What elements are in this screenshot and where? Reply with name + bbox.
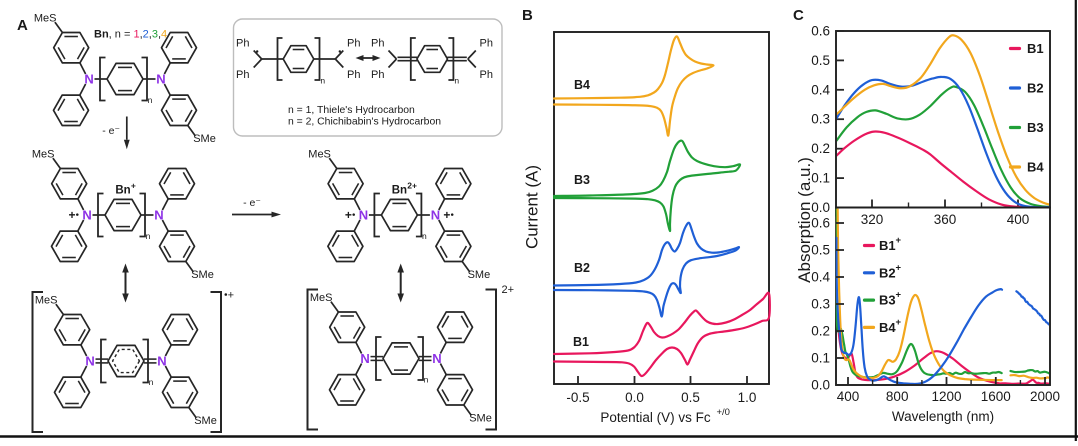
svg-text:Ph: Ph <box>371 69 384 81</box>
svg-text:-0.5: -0.5 <box>566 390 589 405</box>
svg-text:n: n <box>148 95 153 105</box>
svg-text:2+: 2+ <box>407 181 417 191</box>
svg-text:n: n <box>146 231 151 241</box>
svg-text:N: N <box>85 353 94 368</box>
svg-text:Absorption (a.u.): Absorption (a.u.) <box>795 157 814 283</box>
svg-text:C: C <box>793 7 804 24</box>
svg-text:N: N <box>157 353 166 368</box>
svg-text:A: A <box>17 17 28 34</box>
svg-text:Bn: Bn <box>115 185 130 197</box>
svg-text:Ph: Ph <box>236 69 249 81</box>
svg-text:+: + <box>443 208 450 222</box>
svg-text:B3: B3 <box>574 173 590 187</box>
svg-text:+: + <box>896 262 902 273</box>
svg-text:+: + <box>345 208 352 222</box>
svg-text:MeS: MeS <box>32 149 55 161</box>
svg-text:0.5: 0.5 <box>811 53 830 68</box>
svg-text:0.2: 0.2 <box>811 324 830 339</box>
svg-text:SMe: SMe <box>193 133 216 145</box>
svg-text:Wavelength (nm): Wavelength (nm) <box>892 409 994 424</box>
svg-text:+: + <box>896 290 902 301</box>
svg-text:n = 1, Thiele's Hydrocarbon: n = 1, Thiele's Hydrocarbon <box>288 105 415 116</box>
svg-text:+: + <box>131 181 136 191</box>
svg-text:+/0: +/0 <box>717 407 730 418</box>
svg-text:n = 2, Chichibabin's Hydrocarb: n = 2, Chichibabin's Hydrocarbon <box>288 117 441 128</box>
svg-text:400: 400 <box>837 389 860 404</box>
svg-text:B2: B2 <box>574 261 590 275</box>
svg-text:B1: B1 <box>1027 41 1044 56</box>
svg-text:1600: 1600 <box>981 389 1011 404</box>
svg-text:0.0: 0.0 <box>811 378 830 393</box>
svg-text:0.4: 0.4 <box>811 270 830 285</box>
svg-text:N: N <box>82 207 91 222</box>
svg-text:0.5: 0.5 <box>811 243 830 258</box>
svg-text:B: B <box>522 7 533 24</box>
svg-text:B2: B2 <box>879 265 896 280</box>
svg-text:2000: 2000 <box>1030 389 1060 404</box>
svg-text:0.3: 0.3 <box>811 297 830 312</box>
svg-text:800: 800 <box>886 389 909 404</box>
svg-text:Ph: Ph <box>236 38 249 50</box>
svg-text:- e⁻: - e⁻ <box>243 197 261 209</box>
svg-text:MeS: MeS <box>308 149 331 161</box>
svg-text:1.0: 1.0 <box>738 390 757 405</box>
svg-text:0.1: 0.1 <box>811 351 830 366</box>
svg-text:n: n <box>149 377 154 387</box>
svg-text:- e⁻: - e⁻ <box>102 125 120 137</box>
svg-text:MeS: MeS <box>35 295 58 307</box>
svg-text:B1: B1 <box>573 335 589 349</box>
svg-text:B4: B4 <box>574 78 590 92</box>
svg-text:SMe: SMe <box>194 415 217 427</box>
svg-text:SMe: SMe <box>468 269 491 281</box>
svg-text:B3: B3 <box>1027 120 1044 135</box>
svg-text:MeS: MeS <box>310 292 333 304</box>
svg-text:0.5: 0.5 <box>681 390 700 405</box>
svg-text:0.0: 0.0 <box>625 390 644 405</box>
svg-text:MeS: MeS <box>34 13 57 25</box>
svg-text:N: N <box>431 207 440 222</box>
svg-text:Bn: Bn <box>392 185 407 197</box>
svg-text:N: N <box>156 71 165 86</box>
svg-text:360: 360 <box>934 212 957 227</box>
svg-text:B2: B2 <box>1027 81 1044 96</box>
svg-text:+: + <box>896 235 902 246</box>
svg-text:SMe: SMe <box>469 413 492 425</box>
svg-text:Bn, n = 1,2,3,4: Bn, n = 1,2,3,4 <box>94 29 167 41</box>
svg-text:Ph: Ph <box>480 69 493 81</box>
svg-text:0.2: 0.2 <box>811 141 830 156</box>
svg-text:0.4: 0.4 <box>811 82 830 97</box>
svg-text:N: N <box>359 207 368 222</box>
svg-text:2+: 2+ <box>502 284 515 296</box>
svg-text:0.3: 0.3 <box>811 112 830 127</box>
svg-text:Ph: Ph <box>347 69 360 81</box>
svg-text:B4: B4 <box>1027 160 1044 175</box>
svg-text:N: N <box>432 351 441 366</box>
svg-text:400: 400 <box>1007 212 1030 227</box>
svg-text:n: n <box>424 375 429 385</box>
svg-text:Ph: Ph <box>371 38 384 50</box>
svg-text:n: n <box>454 76 459 86</box>
svg-text:0.6: 0.6 <box>811 216 830 231</box>
svg-text:Potential (V) vs Fc: Potential (V) vs Fc <box>600 410 711 425</box>
svg-text:Ph: Ph <box>480 38 493 50</box>
svg-text:+: + <box>228 290 234 302</box>
svg-text:N: N <box>154 207 163 222</box>
svg-text:n: n <box>320 76 325 86</box>
svg-text:Current (A): Current (A) <box>523 165 542 249</box>
svg-text:B3: B3 <box>879 293 896 308</box>
svg-text:320: 320 <box>861 212 884 227</box>
svg-text:0.6: 0.6 <box>811 24 830 39</box>
svg-text:N: N <box>84 71 93 86</box>
svg-text:0.0: 0.0 <box>811 200 830 215</box>
svg-text:0.1: 0.1 <box>811 171 830 186</box>
svg-text:B4: B4 <box>879 320 896 335</box>
svg-text:Ph: Ph <box>347 38 360 50</box>
svg-text:+: + <box>68 208 75 222</box>
svg-text:n: n <box>422 231 427 241</box>
svg-text:+: + <box>896 317 902 328</box>
svg-text:N: N <box>360 351 369 366</box>
svg-text:1200: 1200 <box>931 389 961 404</box>
svg-text:B1: B1 <box>879 238 896 253</box>
svg-text:SMe: SMe <box>191 269 214 281</box>
